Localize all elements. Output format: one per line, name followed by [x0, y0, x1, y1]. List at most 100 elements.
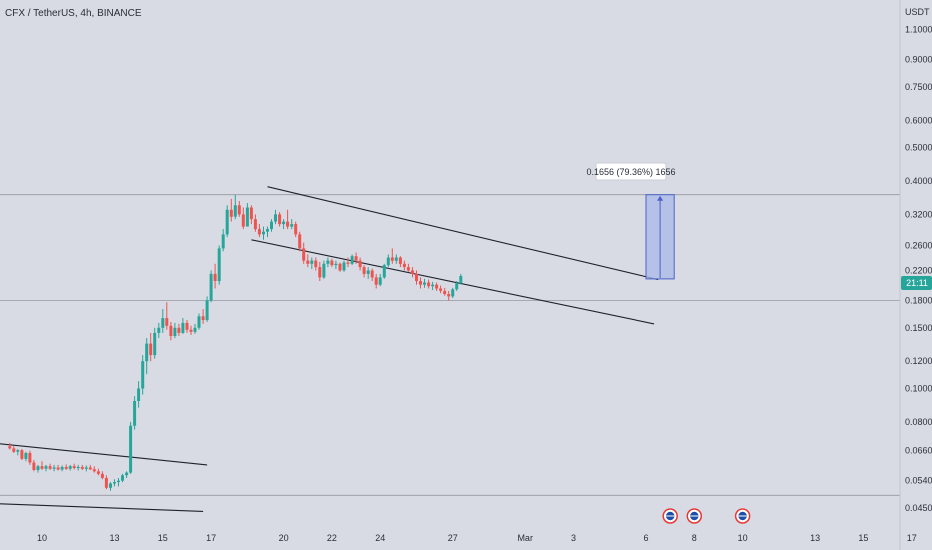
- candle-68: [282, 219, 286, 230]
- candle-body: [451, 289, 455, 297]
- candle-body: [28, 453, 32, 463]
- candle-body: [217, 248, 221, 282]
- candle-body: [213, 273, 217, 281]
- candle-2: [16, 448, 20, 456]
- candle-72: [298, 231, 302, 252]
- candle-body: [157, 327, 161, 333]
- trendline-3[interactable]: [251, 239, 655, 325]
- candle-body: [177, 327, 181, 333]
- candle-body: [20, 450, 24, 459]
- candle-body: [109, 483, 112, 488]
- candle-body: [358, 260, 362, 268]
- time-axis[interactable]: 10 13 15 17 20 22 24 27 Mar 3 6 8 10 13 15 17: [37, 533, 917, 543]
- time-tick-3: 17: [206, 533, 216, 543]
- candle-body: [298, 234, 302, 249]
- candle-9: [44, 464, 48, 472]
- candle-body: [56, 467, 60, 470]
- price-tick-7: 0.2600: [905, 241, 932, 251]
- candle-44: [185, 320, 189, 333]
- candle-body: [398, 257, 402, 264]
- candle-29: [125, 471, 129, 478]
- candle-body: [278, 214, 282, 225]
- candle-body: [133, 401, 137, 426]
- candle-80: [330, 258, 334, 268]
- candle-53: [221, 229, 225, 252]
- candle-body: [137, 388, 141, 401]
- event-flag-2[interactable]: [734, 508, 751, 524]
- candle-84: [346, 257, 350, 268]
- candle-73: [302, 242, 306, 264]
- current-price-tag: 21:11: [901, 276, 932, 290]
- time-tick-13: 13: [810, 533, 820, 543]
- candle-6: [32, 460, 36, 472]
- candle-31: [133, 396, 137, 430]
- candle-body: [68, 466, 72, 469]
- candle-95: [390, 248, 394, 264]
- price-countdown: 21:11: [906, 278, 928, 288]
- candle-body: [129, 425, 133, 473]
- candle-112: [459, 273, 463, 285]
- trendline-2[interactable]: [267, 186, 659, 281]
- candle-51: [213, 263, 217, 289]
- time-tick-15: 17: [907, 533, 917, 543]
- candle-40: [169, 321, 173, 341]
- candle-body: [205, 300, 209, 320]
- time-tick-6: 24: [375, 533, 385, 543]
- candle-57: [237, 201, 241, 217]
- time-tick-14: 15: [858, 533, 868, 543]
- candle-90: [370, 268, 374, 281]
- measure-label: 0.1656 (79.36%) 1656: [586, 167, 675, 177]
- candle-16: [72, 463, 76, 470]
- candle-body: [229, 209, 233, 217]
- candle-56: [233, 194, 237, 220]
- event-flag-0[interactable]: [662, 508, 678, 524]
- candle-100: [411, 267, 414, 278]
- candle-4: [24, 451, 28, 462]
- candle-103: [423, 278, 426, 288]
- candle-13: [60, 465, 64, 472]
- candle-body: [374, 277, 378, 285]
- candle-67: [278, 212, 282, 227]
- candle-107: [439, 285, 443, 294]
- candle-93: [382, 263, 386, 279]
- candle-body: [402, 263, 406, 268]
- candle-83: [342, 260, 346, 272]
- price-tick-14: 0.0660: [905, 446, 932, 456]
- candlestick-series: [8, 194, 463, 491]
- candle-37: [157, 322, 161, 339]
- candle-108: [443, 287, 447, 296]
- candle-body: [241, 214, 245, 227]
- candle-33: [141, 355, 145, 395]
- candle-104: [427, 279, 431, 289]
- candle-body: [161, 318, 165, 328]
- candle-body: [431, 284, 435, 287]
- candle-88: [362, 265, 366, 278]
- price-tick-16: 0.0450: [905, 503, 932, 513]
- candle-body: [306, 260, 310, 264]
- trendline-1[interactable]: [0, 503, 204, 512]
- candle-52: [217, 245, 221, 285]
- event-flag-1[interactable]: [686, 508, 703, 524]
- candle-49: [205, 296, 209, 322]
- candle-body: [8, 446, 12, 449]
- candle-48: [201, 309, 205, 324]
- candle-62: [257, 224, 261, 238]
- candle-47: [197, 313, 201, 330]
- measure-tool[interactable]: 0.1656 (79.36%) 1656: [586, 162, 676, 280]
- trendline-0[interactable]: [0, 442, 208, 466]
- candle-39: [165, 302, 169, 330]
- candle-body: [253, 219, 257, 230]
- candle-34: [145, 338, 149, 375]
- candle-1: [12, 446, 16, 453]
- price-axis[interactable]: USDT 1.1000 0.9000 0.7500 0.6000 0.5000 0.400…: [905, 7, 932, 513]
- candle-body: [169, 325, 173, 336]
- candle-99: [406, 263, 410, 272]
- candle-body: [270, 221, 273, 230]
- candle-body: [88, 467, 92, 470]
- candle-body: [459, 276, 463, 284]
- candle-42: [177, 323, 181, 336]
- candle-85: [350, 254, 354, 266]
- time-tick-11: 8: [692, 533, 697, 543]
